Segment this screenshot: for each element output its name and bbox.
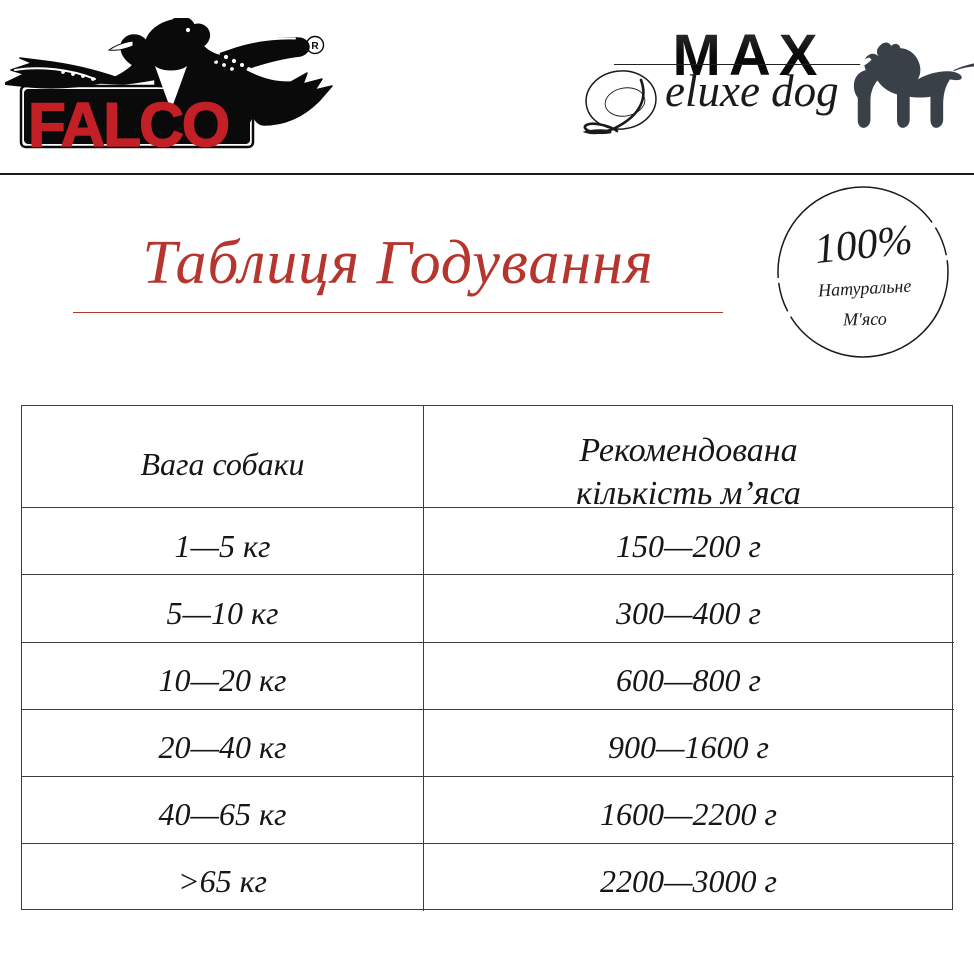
svg-text:R: R	[311, 41, 319, 52]
svg-text:Натуральне: Натуральне	[817, 276, 912, 301]
svg-text:М'ясо: М'ясо	[842, 309, 887, 330]
svg-text:100%: 100%	[813, 217, 915, 273]
